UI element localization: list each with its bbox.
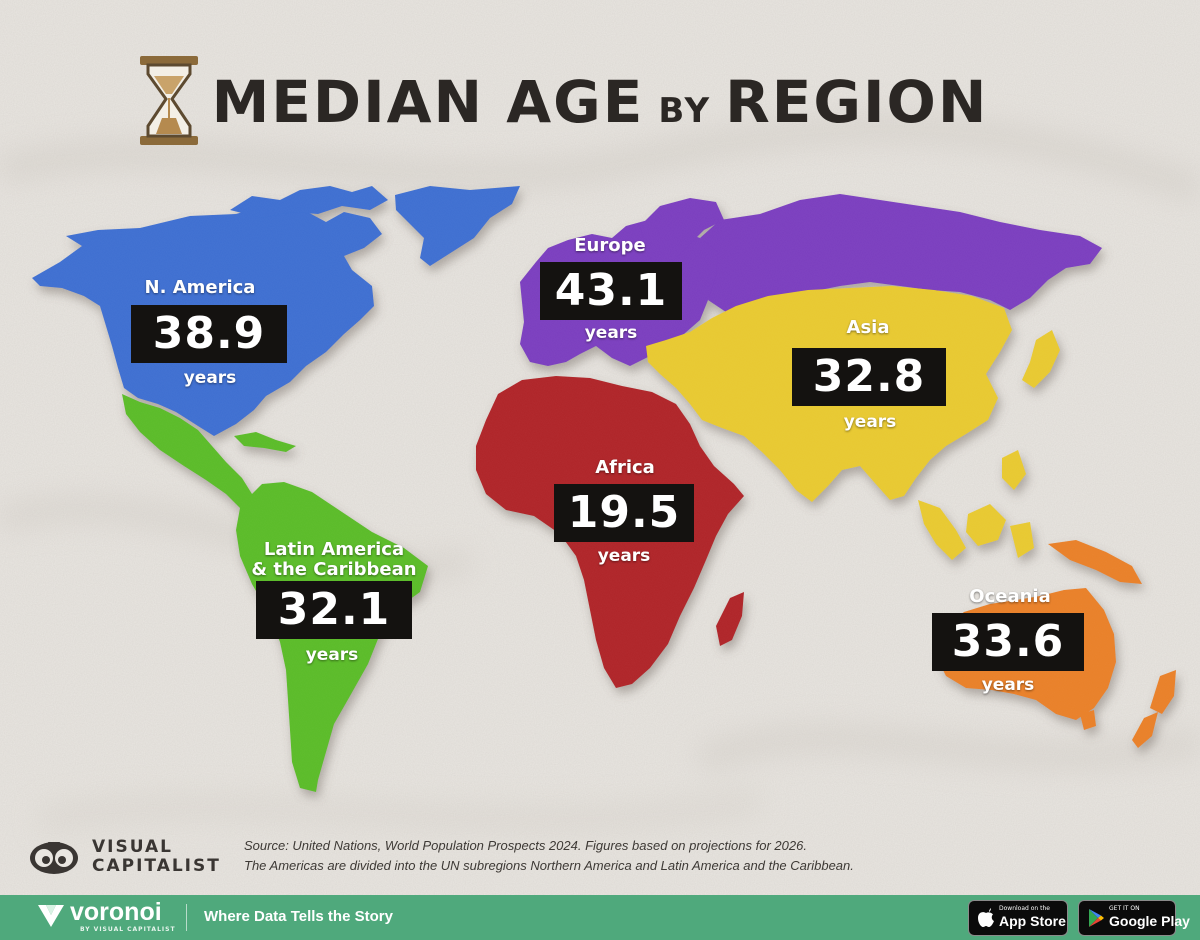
value-oceania: 33.6 bbox=[932, 613, 1084, 671]
unit-latin-america: years bbox=[305, 645, 359, 665]
value-n-america: 38.9 bbox=[131, 305, 287, 363]
app-store-caption: Download on the bbox=[999, 905, 1050, 912]
value-asia: 32.8 bbox=[792, 348, 946, 406]
app-store-button[interactable]: Download on the App Store bbox=[968, 900, 1068, 936]
footer-tagline: Where Data Tells the Story bbox=[204, 908, 393, 925]
google-play-label: Google Play bbox=[1109, 913, 1190, 929]
value-latin-america: 32.1 bbox=[256, 581, 412, 639]
unit-europe: years bbox=[584, 323, 638, 343]
unit-africa: years bbox=[597, 546, 651, 566]
source-line1: Source: United Nations, World Population… bbox=[244, 838, 807, 853]
footer-bar: voronoi BY VISUAL CAPITALIST Where Data … bbox=[0, 895, 1200, 940]
source-line2: The Americas are divided into the UN sub… bbox=[244, 858, 854, 873]
region-label-latin-america-line1: Latin America bbox=[263, 539, 405, 560]
unit-oceania: years bbox=[981, 675, 1035, 695]
title-connector: BY bbox=[658, 91, 712, 131]
region-label-n-america: N. America bbox=[144, 277, 256, 298]
title-main: MEDIAN AGE bbox=[211, 68, 645, 136]
vc-line2: CAPITALIST bbox=[92, 856, 221, 876]
apple-icon bbox=[978, 908, 994, 927]
title-end: REGION bbox=[725, 68, 989, 136]
source-note: Source: United Nations, World Population… bbox=[244, 836, 854, 876]
app-store-label: App Store bbox=[999, 913, 1066, 929]
region-label-europe: Europe bbox=[574, 235, 646, 256]
unit-asia: years bbox=[843, 412, 897, 432]
voronoi-logo-icon bbox=[38, 905, 64, 927]
google-play-icon bbox=[1089, 909, 1104, 927]
value-africa: 19.5 bbox=[554, 484, 694, 542]
region-label-asia: Asia bbox=[846, 317, 890, 338]
google-play-button[interactable]: GET IT ON Google Play bbox=[1078, 900, 1190, 936]
voronoi-wordmark[interactable]: voronoi bbox=[70, 898, 162, 926]
voronoi-subtitle: BY VISUAL CAPITALIST bbox=[80, 926, 176, 933]
region-label-latin-america-line2: & the Caribbean bbox=[251, 559, 417, 580]
vc-line1: VISUAL bbox=[92, 837, 173, 857]
value-europe: 43.1 bbox=[540, 262, 682, 320]
region-label-latin-america: Latin America & the Caribbean bbox=[246, 540, 422, 580]
footer-divider bbox=[186, 904, 187, 931]
unit-n-america: years bbox=[183, 368, 237, 388]
page-title: MEDIAN AGE BY REGION bbox=[0, 68, 1200, 136]
region-label-oceania: Oceania bbox=[969, 586, 1051, 607]
region-label-africa: Africa bbox=[595, 457, 655, 478]
hourglass-icon bbox=[140, 56, 198, 145]
visual-capitalist-wordmark: VISUAL CAPITALIST bbox=[92, 838, 221, 876]
google-play-caption: GET IT ON bbox=[1109, 905, 1140, 912]
visual-capitalist-logo-icon bbox=[30, 842, 78, 874]
